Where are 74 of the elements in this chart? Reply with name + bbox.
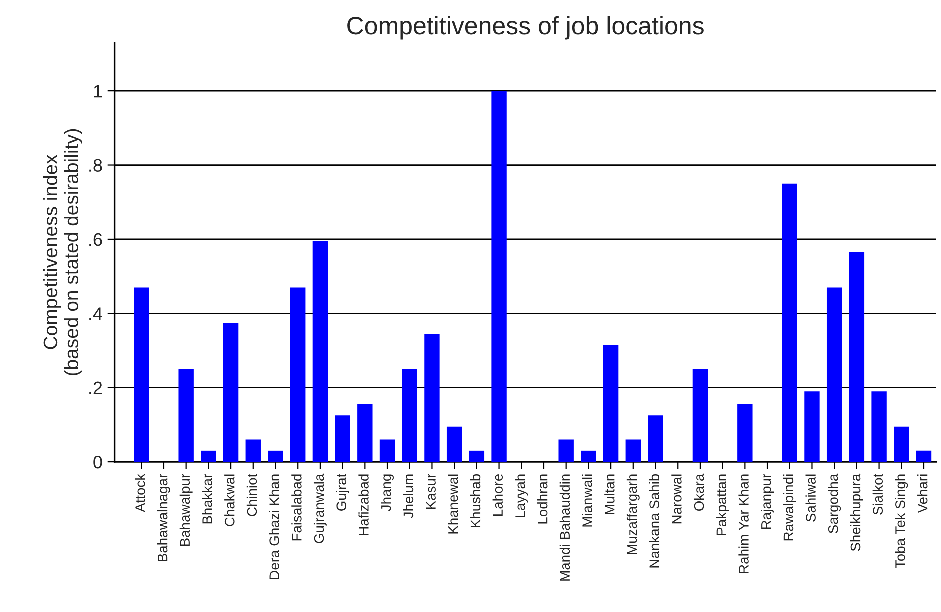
bar	[424, 334, 440, 462]
bar	[804, 392, 820, 462]
bar	[581, 450, 596, 462]
bar	[626, 440, 642, 462]
x-tick-label: Chakwal	[224, 474, 235, 526]
y-axis-title: Competitiveness index (based on stated desirability)	[43, 129, 82, 376]
bar	[268, 450, 284, 462]
x-tick-label: Lahore	[492, 474, 504, 516]
x-tick-label: Bhakkar	[202, 474, 212, 524]
bar	[492, 91, 507, 462]
x-tick-label: Jhelum	[403, 474, 414, 518]
x-tick-label: Toba Tek Singh	[895, 474, 908, 568]
x-tick-label: Rajanpur	[761, 474, 774, 530]
x-tick-label: Dera Ghazi Khan	[269, 474, 280, 580]
y-tick-label: .6	[90, 233, 102, 246]
bar	[894, 426, 910, 462]
x-tick-label: Hafizabad	[358, 474, 369, 536]
x-tick-label: Rahim Yar Khan	[738, 474, 749, 574]
y-tick-label: 0	[94, 456, 102, 469]
bar	[402, 369, 418, 462]
x-tick-label: Bahawalnagar	[158, 474, 170, 562]
x-tick-label: Faisalabad	[292, 474, 302, 541]
x-tick-label: Attock	[135, 474, 146, 512]
x-tick-label: Sahiwal	[806, 474, 816, 522]
x-tick-label: Okara	[694, 474, 704, 512]
bar	[446, 426, 462, 462]
bar	[558, 440, 574, 462]
x-tick-label: Sheikhupura	[850, 474, 864, 552]
x-tick-label: Jhang	[381, 474, 394, 512]
bar	[872, 392, 887, 462]
x-tick-label: Narowal	[672, 474, 682, 524]
x-tick-label: Mianwali	[582, 474, 592, 527]
chart-title: Competitiveness of job locations	[348, 16, 704, 40]
y-tick-label: 1	[94, 85, 102, 98]
bar	[201, 450, 216, 462]
y-tick-label: .8	[90, 159, 102, 172]
x-tick-label: Gujrat	[336, 474, 350, 511]
x-tick-label: Layyah	[515, 474, 528, 518]
bar	[134, 288, 150, 462]
bar	[380, 440, 396, 462]
x-tick-label: Sargodha	[828, 474, 842, 534]
x-tick-label: Mandi Bahauddin	[560, 474, 570, 581]
x-tick-label: Khanewal	[448, 474, 458, 534]
bar	[290, 288, 306, 462]
x-tick-label: Nankana Sahib	[649, 474, 660, 568]
bar	[312, 241, 328, 462]
bar	[692, 369, 708, 462]
bar	[648, 416, 664, 462]
bar	[335, 416, 350, 462]
bar	[469, 450, 485, 462]
x-tick-label: Vehari	[918, 474, 928, 514]
x-tick-label: Sialkot	[872, 474, 884, 515]
bar	[246, 440, 261, 462]
bar	[738, 404, 753, 462]
bar	[178, 369, 194, 462]
x-tick-label: Bahawalpur	[180, 474, 193, 546]
y-tick-label: .2	[90, 382, 102, 394]
bar	[782, 184, 798, 462]
bar	[223, 322, 239, 462]
bar	[826, 288, 842, 462]
x-tick-label: Lodhran	[538, 474, 548, 524]
bar	[358, 404, 373, 462]
y-tick-label: .4	[90, 308, 102, 320]
x-tick-label: Khushab	[470, 474, 481, 528]
x-tick-label: Gujranwala	[314, 474, 327, 544]
bar	[849, 252, 865, 462]
x-tick-label: Muzaffargarh	[626, 474, 640, 554]
x-tick-label: Kasur	[426, 474, 436, 510]
x-tick-label: Rawalpindi	[783, 474, 796, 541]
bar	[916, 450, 932, 462]
x-tick-label: Chiniot	[246, 474, 258, 516]
bar	[603, 345, 619, 462]
x-tick-label: Pakpattan	[716, 474, 730, 536]
x-tick-label: Multan	[604, 474, 615, 514]
